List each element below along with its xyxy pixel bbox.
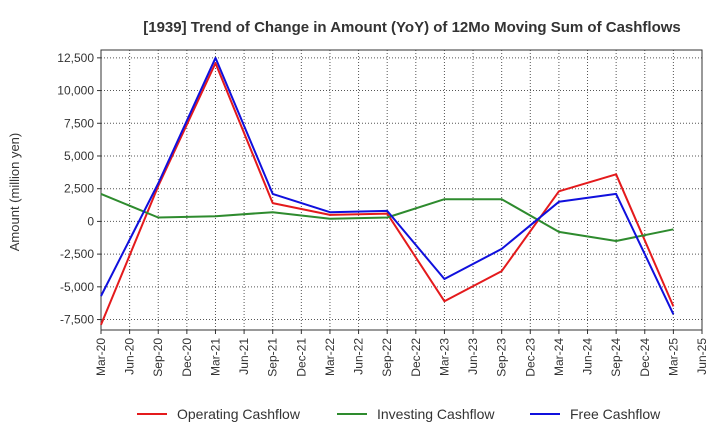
- x-tick-label: Mar-24: [552, 338, 566, 376]
- y-tick-label: 7,500: [64, 116, 94, 130]
- x-tick-label: Sep-20: [151, 338, 165, 377]
- x-tick-label: Dec-24: [638, 338, 652, 377]
- x-tick-label: Sep-22: [380, 338, 394, 377]
- x-tick-label: Sep-21: [266, 338, 280, 377]
- y-axis-label: Amount (million yen): [7, 133, 22, 252]
- x-tick-label: Mar-22: [323, 338, 337, 376]
- x-tick-label: Jun-25: [695, 338, 709, 375]
- legend-label: Free Cashflow: [570, 406, 661, 422]
- x-tick-label: Jun-24: [581, 338, 595, 375]
- x-tick-label: Mar-20: [94, 338, 108, 376]
- y-tick-label: 0: [87, 214, 94, 228]
- legend: Operating Cashflow Investing Cashflow Free…: [137, 406, 661, 422]
- y-tick-label: 2,500: [64, 182, 94, 196]
- x-tick-label: Jun-23: [466, 338, 480, 375]
- x-tick-label: Jun-20: [123, 338, 137, 375]
- x-tick-label: Jun-22: [352, 338, 366, 375]
- x-axis: Mar-20 Jun-20 Sep-20 Dec-20 Mar-21 Jun-21 Sep-…: [94, 330, 709, 377]
- y-tick-label: -7,500: [60, 313, 94, 327]
- y-tick-label: 5,000: [64, 149, 94, 163]
- plot-frame: [100, 49, 703, 331]
- y-tick-label: -2,500: [60, 247, 94, 261]
- y-tick-label: -5,000: [60, 280, 94, 294]
- series-line: [100, 62, 675, 326]
- x-tick-label: Sep-24: [609, 338, 623, 377]
- x-tick-label: Mar-23: [437, 338, 451, 376]
- y-axis: 12,500 10,000 7,500 5,000 2,500 0 -2,500 -5,000…: [57, 51, 101, 327]
- grid: [101, 50, 702, 330]
- series-lines: [100, 56, 675, 326]
- series-line: [100, 56, 675, 315]
- x-tick-label: Mar-25: [666, 338, 680, 376]
- y-tick-label: 10,000: [57, 84, 94, 98]
- x-tick-label: Jun-21: [237, 338, 251, 375]
- legend-label: Operating Cashflow: [177, 406, 301, 422]
- plot-border: [100, 49, 703, 331]
- series-line: [100, 192, 674, 242]
- x-tick-label: Sep-23: [495, 338, 509, 377]
- x-tick-label: Dec-21: [294, 338, 308, 377]
- y-tick-label: 12,500: [57, 51, 94, 65]
- x-tick-label: Dec-20: [180, 338, 194, 377]
- chart-title: [1939] Trend of Change in Amount (YoY) o…: [143, 19, 681, 36]
- x-tick-label: Mar-21: [208, 338, 222, 376]
- x-tick-label: Dec-22: [409, 338, 423, 377]
- x-tick-label: Dec-23: [523, 338, 537, 377]
- legend-label: Investing Cashflow: [377, 406, 495, 422]
